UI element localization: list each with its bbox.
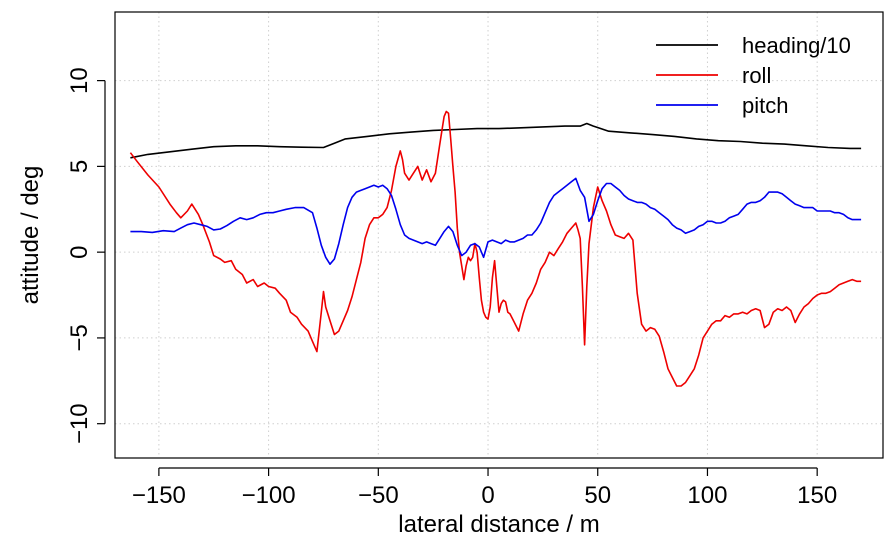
x-tick-label: −50 xyxy=(358,482,399,509)
legend-label-pitch: pitch xyxy=(742,93,788,118)
x-tick-label: 0 xyxy=(481,482,494,509)
y-tick-label: −10 xyxy=(66,403,93,444)
y-axis-title: attitude / deg xyxy=(17,166,44,305)
x-axis: −150 −100 −50 0 50 100 150 xyxy=(132,467,837,509)
y-tick-label: 5 xyxy=(66,160,93,173)
legend-label-roll: roll xyxy=(742,63,771,88)
series-line-pitch xyxy=(130,177,862,266)
x-tick-label: 100 xyxy=(687,482,727,509)
series-group xyxy=(129,110,862,387)
x-tick-label: 150 xyxy=(797,482,837,509)
legend: heading/10 roll pitch xyxy=(656,33,851,118)
y-axis: −10 −5 0 5 10 xyxy=(66,67,106,444)
legend-label-heading-10: heading/10 xyxy=(742,33,851,58)
y-tick-label: 0 xyxy=(66,245,93,258)
x-tick-label: −150 xyxy=(132,482,186,509)
plot-frame xyxy=(114,11,884,459)
grid xyxy=(115,12,883,458)
y-tick-label: 10 xyxy=(66,67,93,94)
x-tick-label: −100 xyxy=(242,482,296,509)
series-line-roll xyxy=(129,110,862,387)
x-tick-label: 50 xyxy=(584,482,611,509)
x-axis-title: lateral distance / m xyxy=(398,511,599,538)
y-tick-label: −5 xyxy=(66,324,93,351)
series-line-heading-10 xyxy=(130,122,862,159)
